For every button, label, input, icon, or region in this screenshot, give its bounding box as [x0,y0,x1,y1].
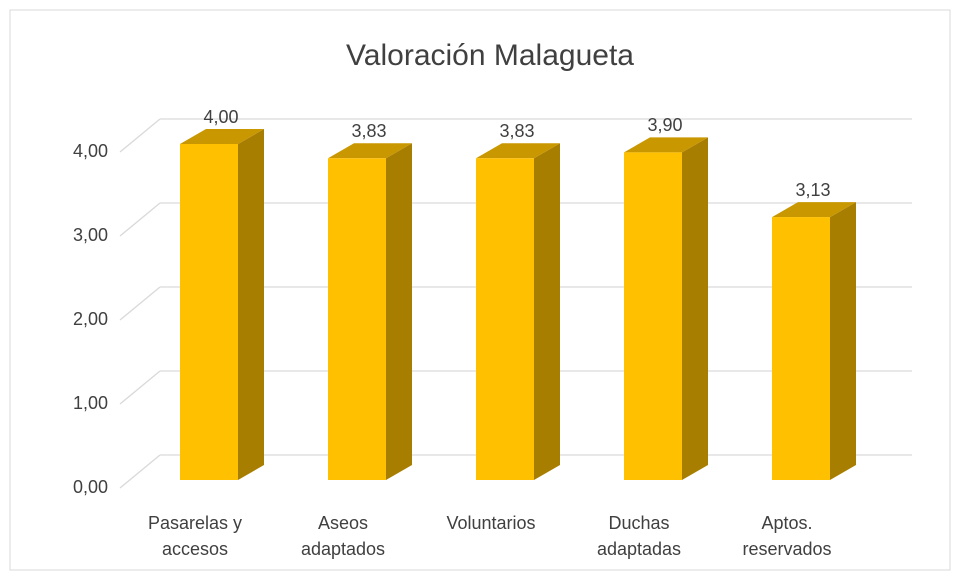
grid-line [119,454,161,489]
y-tick-label: 4,00 [73,141,108,161]
bar-top [180,129,264,144]
bar-side [830,202,856,480]
x-tick-label: Aseos adaptados [300,513,386,559]
value-label: 4,00 [203,107,238,127]
bar-top [772,202,856,218]
grid-line [119,370,161,405]
value-label: 3,90 [647,115,682,135]
bar-top [476,143,560,159]
y-tick-label: 3,00 [73,225,108,245]
value-label: 3,13 [795,180,830,200]
y-tick-label: 2,00 [73,309,108,329]
bar-side [238,129,264,480]
bar-top [624,137,708,153]
grid-line [119,118,161,153]
y-tick-label: 0,00 [73,477,108,497]
bar-top [328,143,412,159]
bar [476,158,534,480]
y-tick-label: 1,00 [73,393,108,413]
value-label: 3,83 [351,121,386,141]
chart-title: Valoración Malagueta [346,39,634,72]
bar-side [534,143,560,480]
bar [624,152,682,480]
bar [328,158,386,480]
x-tick-label: Voluntarios [446,513,536,533]
bar-side [386,143,412,480]
x-tick-label: Aptos. reservados [742,513,832,559]
x-tick-label: Duchas adaptadas [596,513,682,559]
bar-side [682,137,708,480]
grid-line [119,202,161,237]
bar [772,217,830,480]
grid-line [119,286,161,321]
value-label: 3,83 [499,121,534,141]
x-tick-label: Pasarelas y accesos [147,513,243,559]
bar [180,144,238,480]
